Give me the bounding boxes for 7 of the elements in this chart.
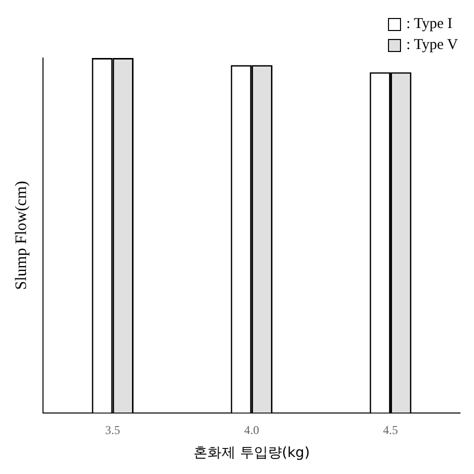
x-axis-title: 혼화제 투입량(kg) <box>193 445 310 462</box>
text: : Type I <box>406 16 452 33</box>
x-tick-label: 4.5 <box>383 423 398 438</box>
y-axis-title: Slump Flow(cm) <box>12 180 30 290</box>
x-tick-label: 4.0 <box>244 423 260 438</box>
legend-label: : Type V <box>406 37 458 54</box>
x-tick-label: 3.5 <box>105 423 120 438</box>
